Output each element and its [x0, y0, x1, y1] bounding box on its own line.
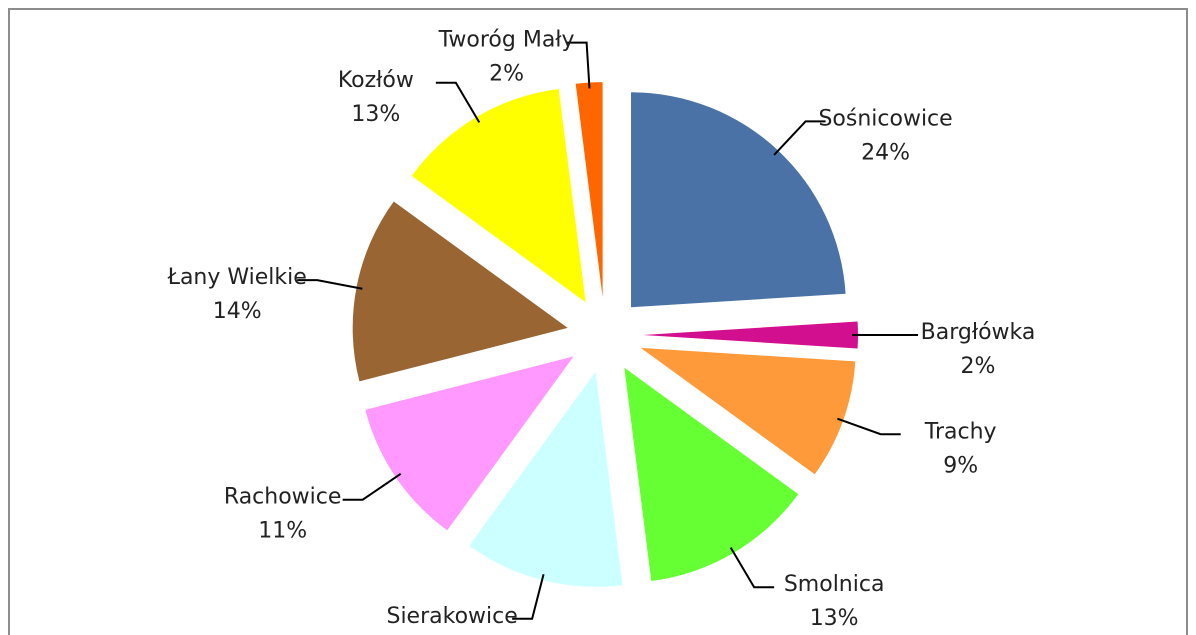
- pie-slice: [640, 347, 856, 475]
- slice-value-label: 11%: [258, 519, 307, 544]
- leader-line: [435, 81, 481, 123]
- pie-slice: [624, 367, 799, 582]
- pie-slice: [352, 201, 568, 382]
- slice-label: Łany Wielkie: [167, 265, 307, 290]
- slice-label: Tworóg Mały: [438, 28, 575, 53]
- slice-value-label: 13%: [351, 102, 400, 127]
- leader-line: [512, 573, 545, 620]
- leader-line: [566, 41, 591, 89]
- pie-slice: [643, 321, 858, 349]
- slice-label: Trachy: [924, 419, 997, 444]
- slice-value-label: 2%: [489, 62, 524, 87]
- pie-slice: [411, 88, 586, 303]
- slice-value-label: 2%: [961, 354, 996, 379]
- slice-value-label: 24%: [861, 140, 910, 165]
- pie-slice: [469, 371, 623, 587]
- slice-label: Kozłów: [338, 68, 414, 93]
- slice-value-label: 14%: [213, 299, 262, 324]
- slice-value-label: 9%: [943, 453, 978, 478]
- leader-line: [729, 547, 775, 589]
- leader-line: [773, 120, 826, 156]
- pie-slice: [631, 92, 846, 308]
- leader-line: [297, 279, 363, 290]
- pie-slice: [365, 356, 574, 531]
- leader-line: [342, 473, 402, 501]
- pie-slice: [575, 82, 603, 298]
- slice-value-label: 13%: [810, 606, 859, 631]
- slice-label: Rachowice: [224, 485, 342, 510]
- slice-label: Bargłówka: [921, 320, 1036, 345]
- slice-label: Sośnicowice: [818, 106, 952, 131]
- slice-label: Sierakowice: [386, 604, 517, 629]
- leader-line: [837, 417, 901, 436]
- slice-label: Smolnica: [784, 572, 885, 597]
